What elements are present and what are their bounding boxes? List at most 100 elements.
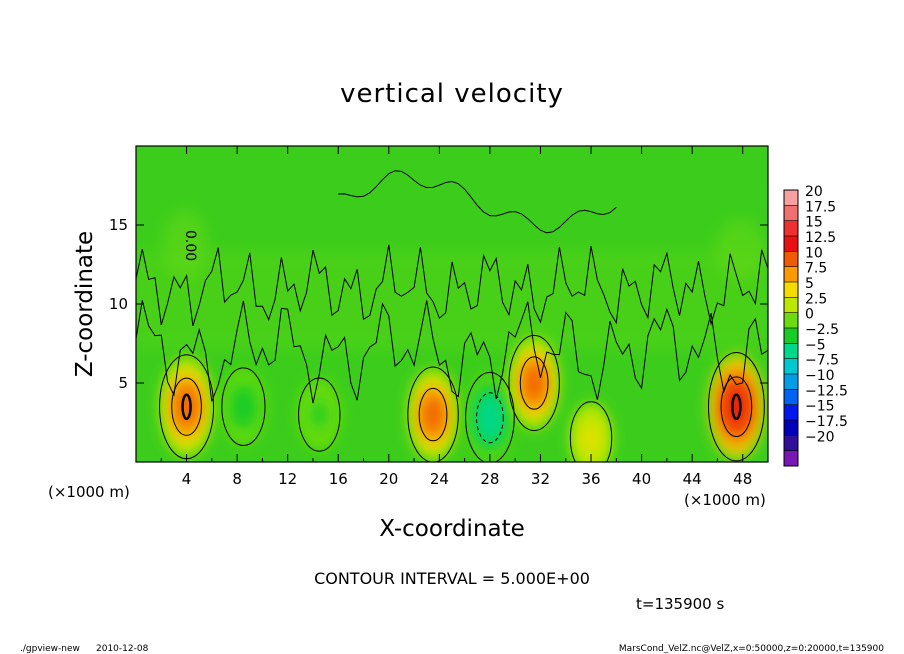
colorbar-swatch	[784, 328, 798, 344]
y-axis: 5 10 15	[109, 216, 768, 392]
y-tick-label: 5	[118, 374, 128, 392]
colorbar-swatch	[784, 343, 798, 359]
y-tick-label: 10	[109, 295, 128, 313]
x-tick-label: 4	[182, 470, 192, 488]
contour-lines	[136, 170, 768, 462]
x-tick-label: 40	[632, 470, 651, 488]
colorbar-label: 20	[805, 184, 823, 200]
feature-shade	[422, 395, 444, 434]
x-tick-label: 36	[581, 470, 600, 488]
contour-zero	[508, 334, 560, 432]
y-axis-label: Z-coordinate	[72, 231, 98, 377]
feature-shade	[582, 423, 600, 453]
colorbar-swatch	[784, 420, 798, 436]
colorbar: 2017.51512.5107.552.50−2.5−5−7.5−10−12.5…	[783, 184, 848, 467]
feature-down-2	[299, 379, 340, 450]
feature-shade	[725, 385, 748, 429]
x-tick-label: 12	[278, 470, 297, 488]
contour-boundary	[136, 244, 768, 327]
x-tick-label: 24	[430, 470, 449, 488]
contour-zero	[569, 401, 613, 462]
x-axis: 4 8 12 16 20 24 28 32 36 40 44 48	[160, 146, 752, 488]
contour-inner	[171, 377, 202, 436]
x-tick-label: 32	[531, 470, 550, 488]
colorbar-label: 7.5	[805, 261, 827, 277]
colorbar-swatch	[784, 435, 798, 451]
contour-zero	[298, 377, 341, 452]
y-tick-label: 15	[109, 216, 128, 234]
footer-date: 2010-12-08	[96, 644, 149, 654]
contour-zero	[465, 371, 515, 462]
contour-inner	[720, 376, 753, 438]
x-tick-label: 44	[683, 470, 702, 488]
contour-value-label: 0.00	[182, 230, 198, 261]
contour-zero	[407, 366, 459, 462]
colorbar-label: −5	[805, 337, 826, 353]
colorbar-swatch	[784, 358, 798, 375]
contour-core	[731, 393, 742, 420]
colorbar-label: −10	[805, 368, 835, 384]
chart-title: vertical velocity	[340, 79, 564, 109]
colorbar-swatch	[784, 190, 798, 206]
feature-up-7	[709, 354, 764, 459]
colorbar-swatch	[784, 282, 798, 298]
colorbar-swatch	[784, 374, 798, 390]
y-axis-units: (×1000 m)	[684, 491, 766, 509]
colorbar-swatch	[784, 220, 798, 237]
upper-patch	[715, 220, 765, 280]
colorbar-label: 17.5	[805, 199, 836, 215]
colorbar-swatch	[784, 312, 798, 329]
colorbar-label: 15	[805, 215, 823, 231]
x-tick-label: 20	[379, 470, 398, 488]
contour-inner	[519, 356, 549, 410]
feature-up-6	[571, 403, 611, 462]
colorbar-label: 12.5	[805, 230, 836, 246]
colorbar-label: −15	[805, 399, 835, 415]
x-tick-label: 16	[329, 470, 348, 488]
contour-zero	[708, 352, 765, 462]
feature-down-1	[222, 369, 265, 445]
colorbar-label: 5	[805, 276, 814, 292]
feature-down-4	[466, 374, 514, 462]
colorbar-swatch	[784, 404, 798, 421]
colorbar-label: −17.5	[805, 414, 848, 430]
x-axis-units: (×1000 m)	[48, 483, 130, 501]
colorbar-label: −12.5	[805, 383, 848, 399]
feature-shade	[234, 391, 253, 423]
x-tick-label: 28	[480, 470, 499, 488]
contour-inner	[476, 392, 504, 444]
contour-inner	[418, 387, 448, 442]
time-label: t=135900 s	[636, 595, 724, 613]
colorbar-label: 2.5	[805, 291, 827, 307]
colorbar-label: −2.5	[805, 322, 839, 338]
feature-shade	[311, 399, 328, 430]
colorbar-label: −7.5	[805, 353, 839, 369]
feature-shade	[175, 385, 198, 428]
x-axis-label: X-coordinate	[379, 516, 525, 542]
colorbar-swatch	[784, 266, 798, 283]
footer-source: MarsCond_VelZ.nc@VelZ,x=0:50000,z=0:2000…	[619, 644, 884, 654]
colorbar-swatch	[784, 205, 798, 221]
colorbar-swatch	[784, 236, 798, 252]
feature-shade	[524, 363, 545, 403]
plot-area	[136, 146, 768, 462]
footer-program: ./gpview-new	[20, 644, 80, 654]
contour-boundary	[136, 300, 768, 404]
colorbar-swatch	[784, 389, 798, 405]
colorbar-label: 0	[805, 307, 814, 323]
feature-shade	[480, 399, 500, 436]
contour-zero	[221, 367, 266, 447]
colorbar-swatch	[784, 297, 798, 313]
contour-core	[181, 393, 192, 420]
feature-up-0	[160, 356, 213, 457]
x-tick-label: 8	[232, 470, 242, 488]
colorbar-swatch	[784, 450, 798, 467]
colorbar-label: 10	[805, 245, 823, 261]
contour-interval: CONTOUR INTERVAL = 5.000E+00	[314, 569, 590, 588]
colorbar-label: −20	[805, 429, 835, 445]
colorbar-swatch	[784, 251, 798, 267]
upper-patch	[163, 210, 207, 280]
x-tick-label: 48	[733, 470, 752, 488]
contour-upper	[338, 170, 617, 234]
